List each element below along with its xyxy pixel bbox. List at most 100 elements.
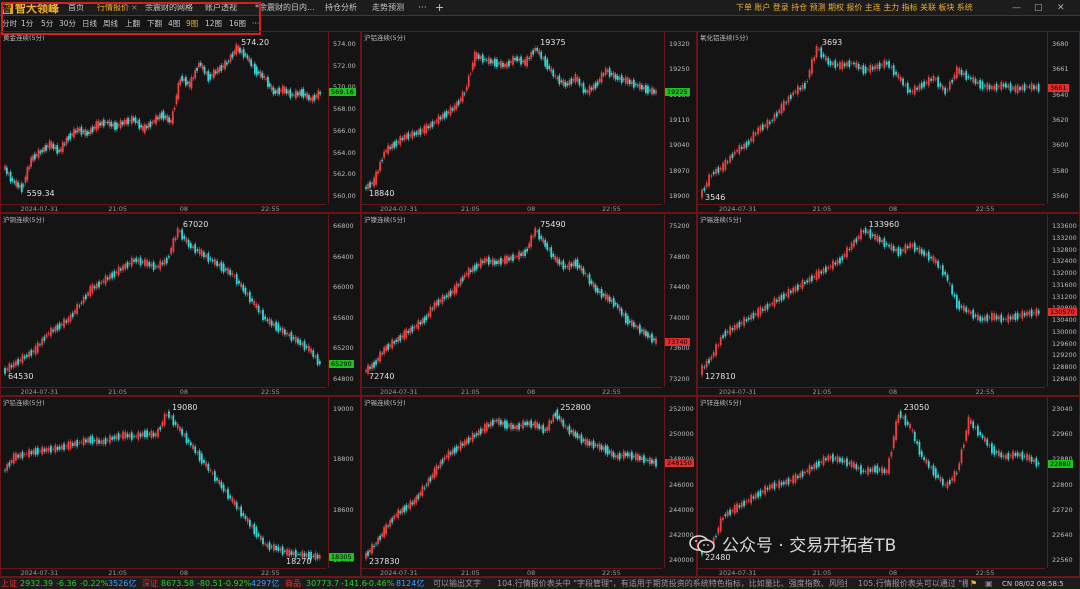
candle-body <box>293 94 295 96</box>
minimize-icon[interactable]: — <box>1012 3 1021 13</box>
candle-body <box>1023 312 1026 316</box>
candle-body <box>257 305 260 313</box>
menu-item-0[interactable]: 下单 <box>736 3 752 12</box>
bell-icon[interactable]: ⚑ <box>970 579 978 588</box>
news-ticker-2[interactable]: 104.行情报价表头中 "字段管理"，有适用于期货投资的系统特色指标，比如量比、… <box>497 579 847 588</box>
chart-panel[interactable]: 沪铝连续(5分)19320192501918019110190401897018… <box>361 31 697 213</box>
candle-body <box>281 546 284 555</box>
candle-body <box>93 126 96 129</box>
period-button-0[interactable]: 分时 <box>2 19 17 28</box>
price-tick: 23040 <box>1052 405 1073 413</box>
period-button-11[interactable]: 16图 <box>229 19 247 28</box>
candle-body <box>801 84 804 90</box>
candle-body <box>874 233 876 240</box>
period-button-4[interactable]: 日线 <box>82 19 97 28</box>
candlestick-chart[interactable] <box>698 214 1045 387</box>
candlestick-chart[interactable] <box>1 214 326 387</box>
menu-item-9[interactable]: 指标 <box>901 3 918 12</box>
sz-index-label[interactable]: 深证 <box>142 579 158 588</box>
candle-body <box>475 263 478 270</box>
chart-panel[interactable]: 氧化铝连续(5分) 3680 3661 3640 3620 3600 3580 3560 366… <box>697 31 1080 213</box>
chart-panel[interactable]: 黄金连续(5分)574.00572.00570.00568.00566.0056… <box>0 31 361 213</box>
candle-body <box>461 91 464 102</box>
candle-body <box>848 60 851 67</box>
chart-panel[interactable]: 沪铅连续(5分)19000188001860018400183052024-07… <box>0 396 361 577</box>
candle-body <box>773 114 776 121</box>
candle-body <box>983 316 986 321</box>
candle-body <box>21 451 24 459</box>
period-button-8[interactable]: 4图 <box>168 19 181 28</box>
candle-body <box>17 359 20 365</box>
add-tab-icon[interactable]: + <box>435 1 445 14</box>
close-icon[interactable]: × <box>131 3 138 12</box>
news-ticker-3[interactable]: 105.行情报价表头可以通过 "棚/ <box>858 579 968 588</box>
candlestick-chart[interactable] <box>362 32 662 204</box>
period-button-12[interactable]: ··· <box>252 19 260 28</box>
sh-index-label[interactable]: 上证 <box>1 579 17 588</box>
tab-intraday[interactable]: *余震财的日内... <box>255 3 315 12</box>
candle-body <box>203 460 205 463</box>
candle-body <box>281 85 284 94</box>
period-button-5[interactable]: 周线 <box>103 19 118 28</box>
lock-icon[interactable]: ▣ <box>985 579 993 588</box>
candle-body <box>168 256 170 258</box>
candle-body <box>580 84 583 86</box>
period-button-6[interactable]: 上翻 <box>125 19 140 28</box>
candle-body <box>1009 316 1012 320</box>
candlestick-chart[interactable] <box>362 214 662 387</box>
candle-body <box>1007 314 1010 323</box>
candle-body <box>220 65 223 71</box>
menu-item-2[interactable]: 登录 <box>772 3 789 12</box>
candle-body <box>65 320 68 323</box>
menu-item-11[interactable]: 板块 <box>938 3 955 12</box>
menu-item-3[interactable]: 持仓 <box>791 3 808 12</box>
menu-item-4[interactable]: 预测 <box>809 3 826 12</box>
period-button-9[interactable]: 9图 <box>186 19 199 28</box>
candle-body <box>457 100 460 105</box>
candle-body <box>467 437 470 443</box>
candle-body <box>843 460 846 463</box>
candlestick-chart[interactable] <box>698 397 1045 568</box>
candle-body <box>614 455 617 458</box>
chart-panel[interactable]: 沪锌连续(5分) 23040 22960 22880 22800 22720 22640 22… <box>697 396 1080 577</box>
chart-panel[interactable]: 沪铜连续(5分) 66800 66400 66000 65600 65200 64800 65… <box>0 213 361 396</box>
more-tabs-icon[interactable]: ··· <box>418 3 427 13</box>
period-button-1[interactable]: 1分 <box>21 19 34 28</box>
candlestick-chart[interactable] <box>362 397 662 568</box>
tab-position-analysis[interactable]: 持仓分析 <box>325 3 357 12</box>
period-button-7[interactable]: 下翻 <box>147 19 162 28</box>
commodity-index-label[interactable]: 商品 <box>285 579 301 588</box>
candlestick-chart[interactable] <box>698 32 1045 204</box>
menu-item-6[interactable]: 报价 <box>846 3 863 12</box>
candle-body <box>170 417 173 418</box>
candlestick-chart[interactable] <box>1 32 326 204</box>
close-window-icon[interactable]: ✕ <box>1057 3 1065 13</box>
menu-item-12[interactable]: 系统 <box>956 3 973 12</box>
tab-grid[interactable]: 余震财的网格 <box>145 3 193 12</box>
candle-body <box>815 462 818 468</box>
candle-body <box>41 338 44 346</box>
maximize-icon[interactable]: □ <box>1034 3 1043 13</box>
period-button-10[interactable]: 12图 <box>205 19 223 28</box>
tab-trend-forecast[interactable]: 走势预测 <box>372 3 404 12</box>
news-ticker-1[interactable]: 可以输出文字 <box>433 579 481 588</box>
candle-body <box>244 287 247 295</box>
menu-item-7[interactable]: 主连 <box>864 3 881 12</box>
chart-panel[interactable]: 沪锡连续(5分) 133600 133200 132800 132400 132000 13… <box>697 213 1080 396</box>
tab-home[interactable]: 首页 <box>68 3 84 12</box>
candlestick-chart[interactable] <box>1 397 326 568</box>
tab-quotes[interactable]: 行情报价 × <box>97 0 138 16</box>
candle-body <box>785 102 788 104</box>
period-button-2[interactable]: 5分 <box>41 19 54 28</box>
time-label: 22:55 <box>261 205 280 213</box>
candle-body <box>220 262 223 271</box>
period-button-3[interactable]: 30分 <box>59 19 77 28</box>
chart-panel[interactable]: 沪锡连续(5分)25200025000024800024600024400024… <box>361 396 697 577</box>
menu-item-10[interactable]: 关联 <box>920 3 936 12</box>
menu-item-1[interactable]: 账户 <box>754 3 771 12</box>
tab-account-view[interactable]: 账户透视 <box>205 3 237 12</box>
menu-item-5[interactable]: 期权 <box>828 3 844 12</box>
menu-item-8[interactable]: 主力 <box>883 3 900 12</box>
chart-panel[interactable]: 沪镍连续(5分) 75200 74800 74400 74000 73600 73200 73… <box>361 213 697 396</box>
candle-body <box>427 126 430 129</box>
